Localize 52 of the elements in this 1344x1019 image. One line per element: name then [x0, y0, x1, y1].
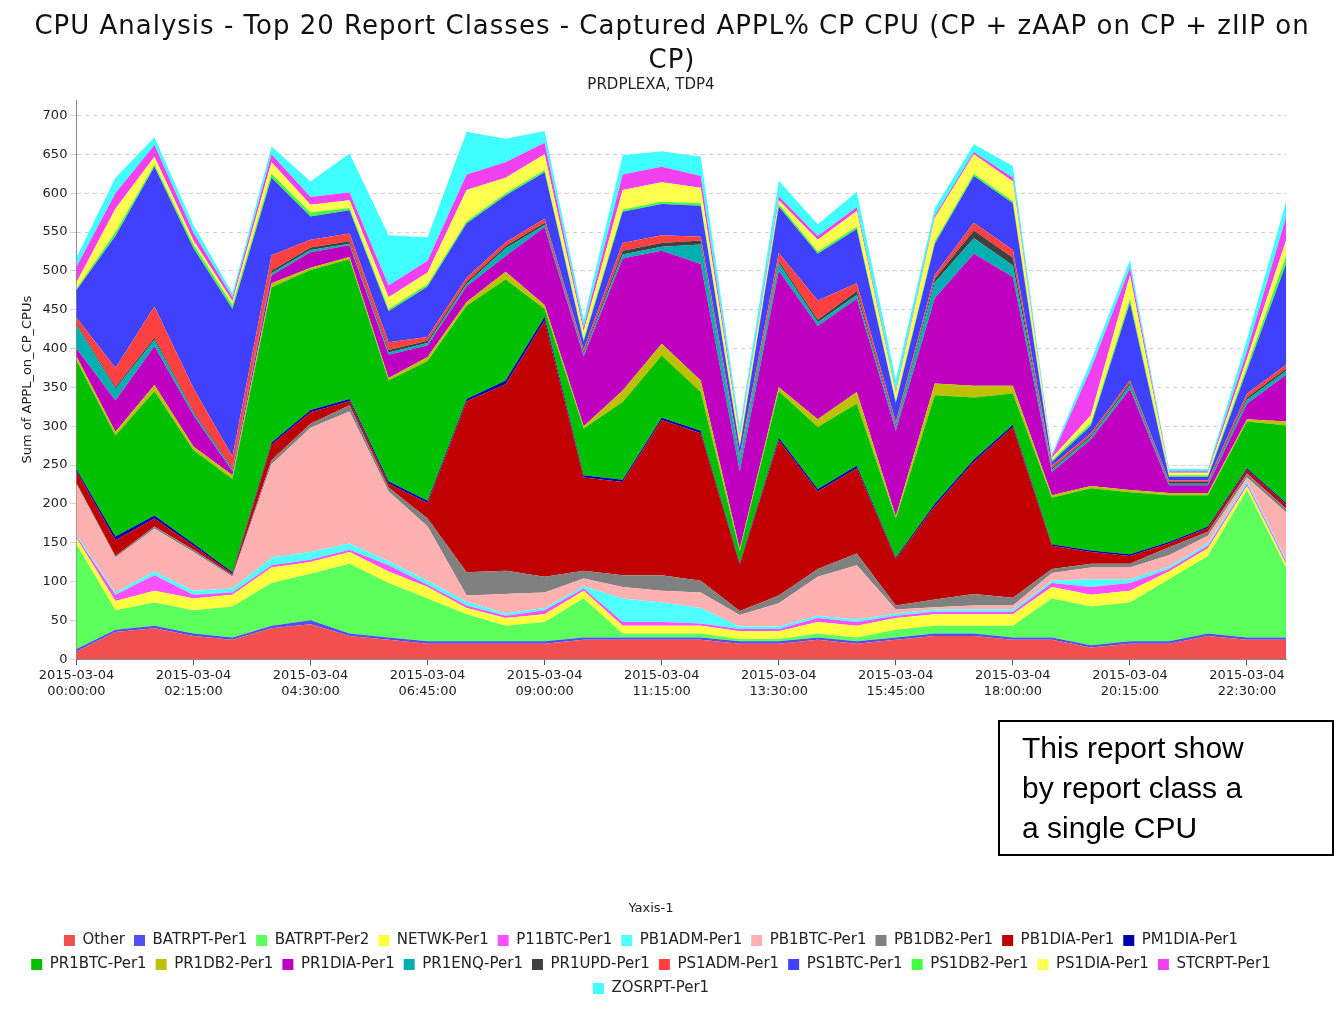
x-tick-label: 2015-03-04 09:00:00 [506, 667, 583, 698]
y-tick-label: 550 [42, 223, 68, 239]
x-tick-label: 2015-03-04 20:15:00 [1092, 667, 1168, 698]
x-tick-label: 2015-03-04 06:45:00 [389, 667, 466, 698]
legend-label: PR1BTC-Per1 [49, 954, 147, 973]
legend-title: Yaxis-1 [627, 900, 674, 916]
legend-label: BATRPT-Per2 [274, 930, 370, 949]
y-axis-title: Sum of APPL_on_CP_CPUs [19, 295, 35, 464]
legend-label: PS1DIA-Per1 [1056, 954, 1149, 973]
y-tick-label: 650 [42, 145, 68, 161]
legend-label: PS1BTC-Per1 [806, 954, 903, 973]
chart-subtitle: PRDPLEXA, TDP4 [587, 74, 715, 93]
legend-label: BATRPT-Per1 [152, 930, 248, 949]
x-tick-label: 2015-03-04 02:15:00 [155, 667, 232, 698]
x-tick-label: 2015-03-04 00:00:00 [38, 667, 115, 698]
y-tick-label: 150 [42, 534, 68, 550]
y-tick-label: 350 [42, 378, 68, 394]
legend-label: PM1DIA-Per1 [1141, 930, 1239, 949]
text: This report show by report class a a single CPU [998, 720, 1334, 856]
legend-label: PB1ADM-Per1 [639, 930, 743, 949]
y-tick-label: 0 [59, 650, 68, 666]
legend-label: PR1DIA-Per1 [300, 954, 395, 973]
legend-label: PR1UPD-Per1 [550, 954, 650, 973]
legend-label: PS1DB2-Per1 [930, 954, 1029, 973]
y-tick-label: 700 [42, 106, 68, 122]
legend-label: PB1DIA-Per1 [1020, 930, 1115, 949]
x-tick-label: 2015-03-04 15:45:00 [858, 667, 934, 698]
legend-label: PB1DB2-Per1 [894, 930, 994, 949]
x-tick-label: 2015-03-04 18:00:00 [975, 667, 1051, 698]
x-tick-label: 2015-03-04 11:15:00 [623, 667, 700, 698]
y-tick-label: 100 [42, 572, 68, 588]
y-tick-label: 500 [42, 262, 68, 278]
legend-label: Other [82, 930, 126, 949]
y-tick-label: 300 [42, 417, 68, 433]
legend-label: STCRPT-Per1 [1176, 954, 1271, 973]
chart-title: CPU Analysis - Top 20 Report Classes - Captured APPL% CP CPU (CP + zAAP on CP + zIIP on CP) [33, 9, 1311, 76]
y-tick-label: 50 [50, 611, 68, 627]
x-tick-label: 2015-03-04 22:30:00 [1209, 667, 1285, 698]
legend-label: PR1DB2-Per1 [174, 954, 274, 973]
legend-label: PB1BTC-Per1 [769, 930, 867, 949]
x-tick-label: 2015-03-04 04:30:00 [272, 667, 349, 698]
y-tick-label: 200 [42, 495, 68, 511]
y-tick-label: 600 [42, 184, 68, 200]
y-tick-label: 250 [42, 456, 68, 472]
y-tick-label: 400 [42, 339, 68, 355]
legend-label: NETWK-Per1 [396, 930, 489, 949]
legend-label: ZOSRPT-Per1 [611, 978, 710, 997]
legend-label: P11BTC-Per1 [516, 930, 613, 949]
y-tick-label: 450 [42, 301, 68, 317]
x-tick-label: 2015-03-04 13:30:00 [740, 667, 817, 698]
legend-label: PS1ADM-Per1 [677, 954, 780, 973]
legend-label: PR1ENQ-Per1 [422, 954, 523, 973]
